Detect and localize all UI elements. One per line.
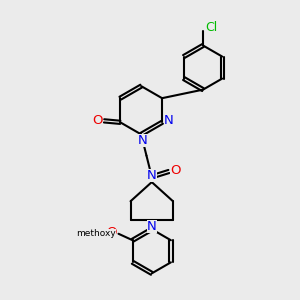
Text: N: N <box>138 134 148 147</box>
Text: Cl: Cl <box>205 21 218 34</box>
Text: N: N <box>147 169 157 182</box>
Text: O: O <box>170 164 181 177</box>
Text: N: N <box>164 114 173 127</box>
Text: N: N <box>147 220 157 233</box>
Text: O: O <box>92 114 103 127</box>
Text: methoxy: methoxy <box>76 229 116 238</box>
Text: O: O <box>106 226 116 239</box>
